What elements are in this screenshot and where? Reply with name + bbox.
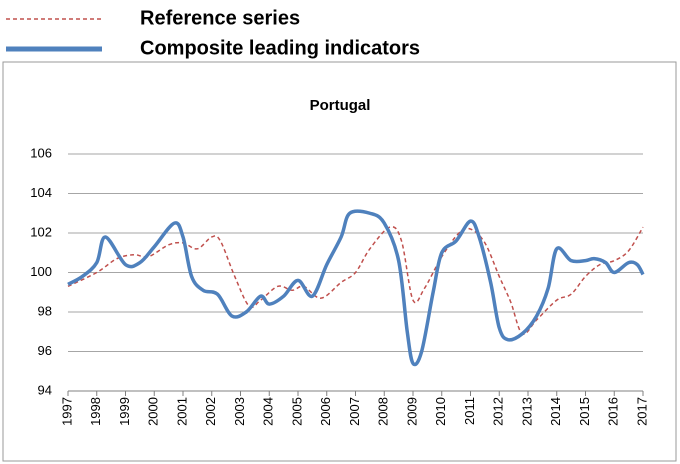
chart-frame (2, 61, 677, 462)
x-tick-label: 2009 (404, 397, 419, 426)
x-tick-label: 2017 (634, 397, 649, 426)
y-tick-label: 106 (30, 145, 52, 160)
x-tick-label: 2010 (433, 397, 448, 426)
y-tick-label: 104 (30, 185, 52, 200)
legend-label: Composite leading indicators (140, 37, 420, 59)
x-tick-label: 2016 (606, 397, 621, 426)
x-tick-label: 2012 (491, 397, 506, 426)
series-line (67, 226, 644, 335)
x-tick-label: 2003 (232, 397, 247, 426)
x-tick-label: 2007 (347, 397, 362, 426)
x-tick-label: 2011 (462, 397, 477, 425)
x-tick-label: 2000 (146, 397, 161, 426)
y-tick-label: 98 (38, 303, 52, 318)
series-line (67, 209, 645, 367)
x-tick-label: 2008 (376, 397, 391, 426)
x-tick-label: 2013 (519, 397, 534, 426)
y-tick-label: 96 (38, 343, 52, 358)
x-tick-label: 2015 (577, 397, 592, 426)
x-tick-label: 1999 (117, 397, 132, 426)
x-tick-label: 2006 (318, 397, 333, 426)
x-tick-label: 2002 (203, 397, 218, 426)
x-tick-label: 2004 (261, 397, 276, 426)
chart-title: Portugal (310, 97, 371, 114)
x-tick-label: 1997 (59, 397, 74, 426)
x-tick-label: 1998 (88, 397, 103, 426)
x-tick-label: 2014 (548, 397, 563, 426)
legend-label: Reference series (140, 7, 300, 29)
y-tick-label: 100 (30, 264, 52, 279)
x-tick-label: 2005 (289, 397, 304, 426)
y-tick-label: 94 (38, 382, 52, 397)
x-tick-label: 2001 (174, 397, 189, 426)
y-tick-label: 102 (30, 224, 52, 239)
